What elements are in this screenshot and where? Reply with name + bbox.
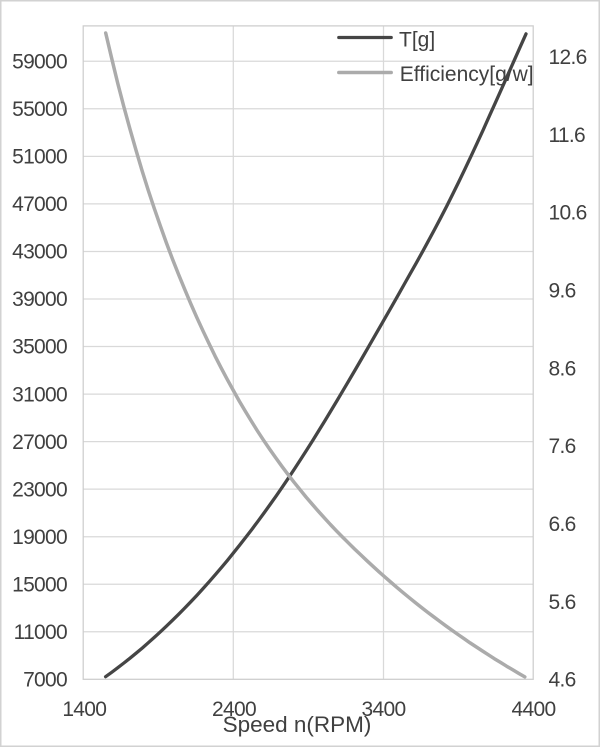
- svg-text:47000: 47000: [12, 193, 67, 216]
- svg-text:5.6: 5.6: [549, 591, 576, 614]
- svg-text:31000: 31000: [12, 383, 67, 406]
- svg-text:39000: 39000: [12, 288, 67, 311]
- svg-text:12.6: 12.6: [549, 46, 587, 69]
- svg-text:19000: 19000: [12, 526, 67, 549]
- svg-text:Efficiency[g/w]: Efficiency[g/w]: [400, 63, 534, 86]
- svg-text:23000: 23000: [12, 478, 67, 501]
- svg-text:11.6: 11.6: [549, 124, 586, 147]
- svg-text:2400: 2400: [212, 698, 256, 721]
- svg-text:27000: 27000: [12, 431, 67, 454]
- svg-text:1400: 1400: [62, 698, 106, 721]
- svg-text:15000: 15000: [12, 573, 67, 596]
- svg-text:55000: 55000: [12, 98, 67, 121]
- svg-text:7000: 7000: [23, 669, 67, 692]
- svg-text:Speed n(RPM): Speed n(RPM): [223, 712, 372, 737]
- svg-text:3400: 3400: [362, 698, 406, 721]
- svg-text:7.6: 7.6: [549, 435, 576, 458]
- svg-text:11000: 11000: [14, 621, 67, 644]
- svg-text:6.6: 6.6: [549, 513, 576, 536]
- svg-text:8.6: 8.6: [549, 357, 576, 380]
- svg-text:T[g]: T[g]: [399, 28, 435, 51]
- svg-text:4.6: 4.6: [549, 669, 576, 692]
- svg-text:35000: 35000: [12, 336, 67, 359]
- svg-text:4400: 4400: [512, 698, 556, 721]
- svg-text:9.6: 9.6: [549, 279, 576, 302]
- svg-text:43000: 43000: [12, 241, 67, 264]
- svg-text:59000: 59000: [12, 51, 67, 74]
- svg-text:51000: 51000: [12, 146, 67, 169]
- svg-text:10.6: 10.6: [549, 202, 587, 225]
